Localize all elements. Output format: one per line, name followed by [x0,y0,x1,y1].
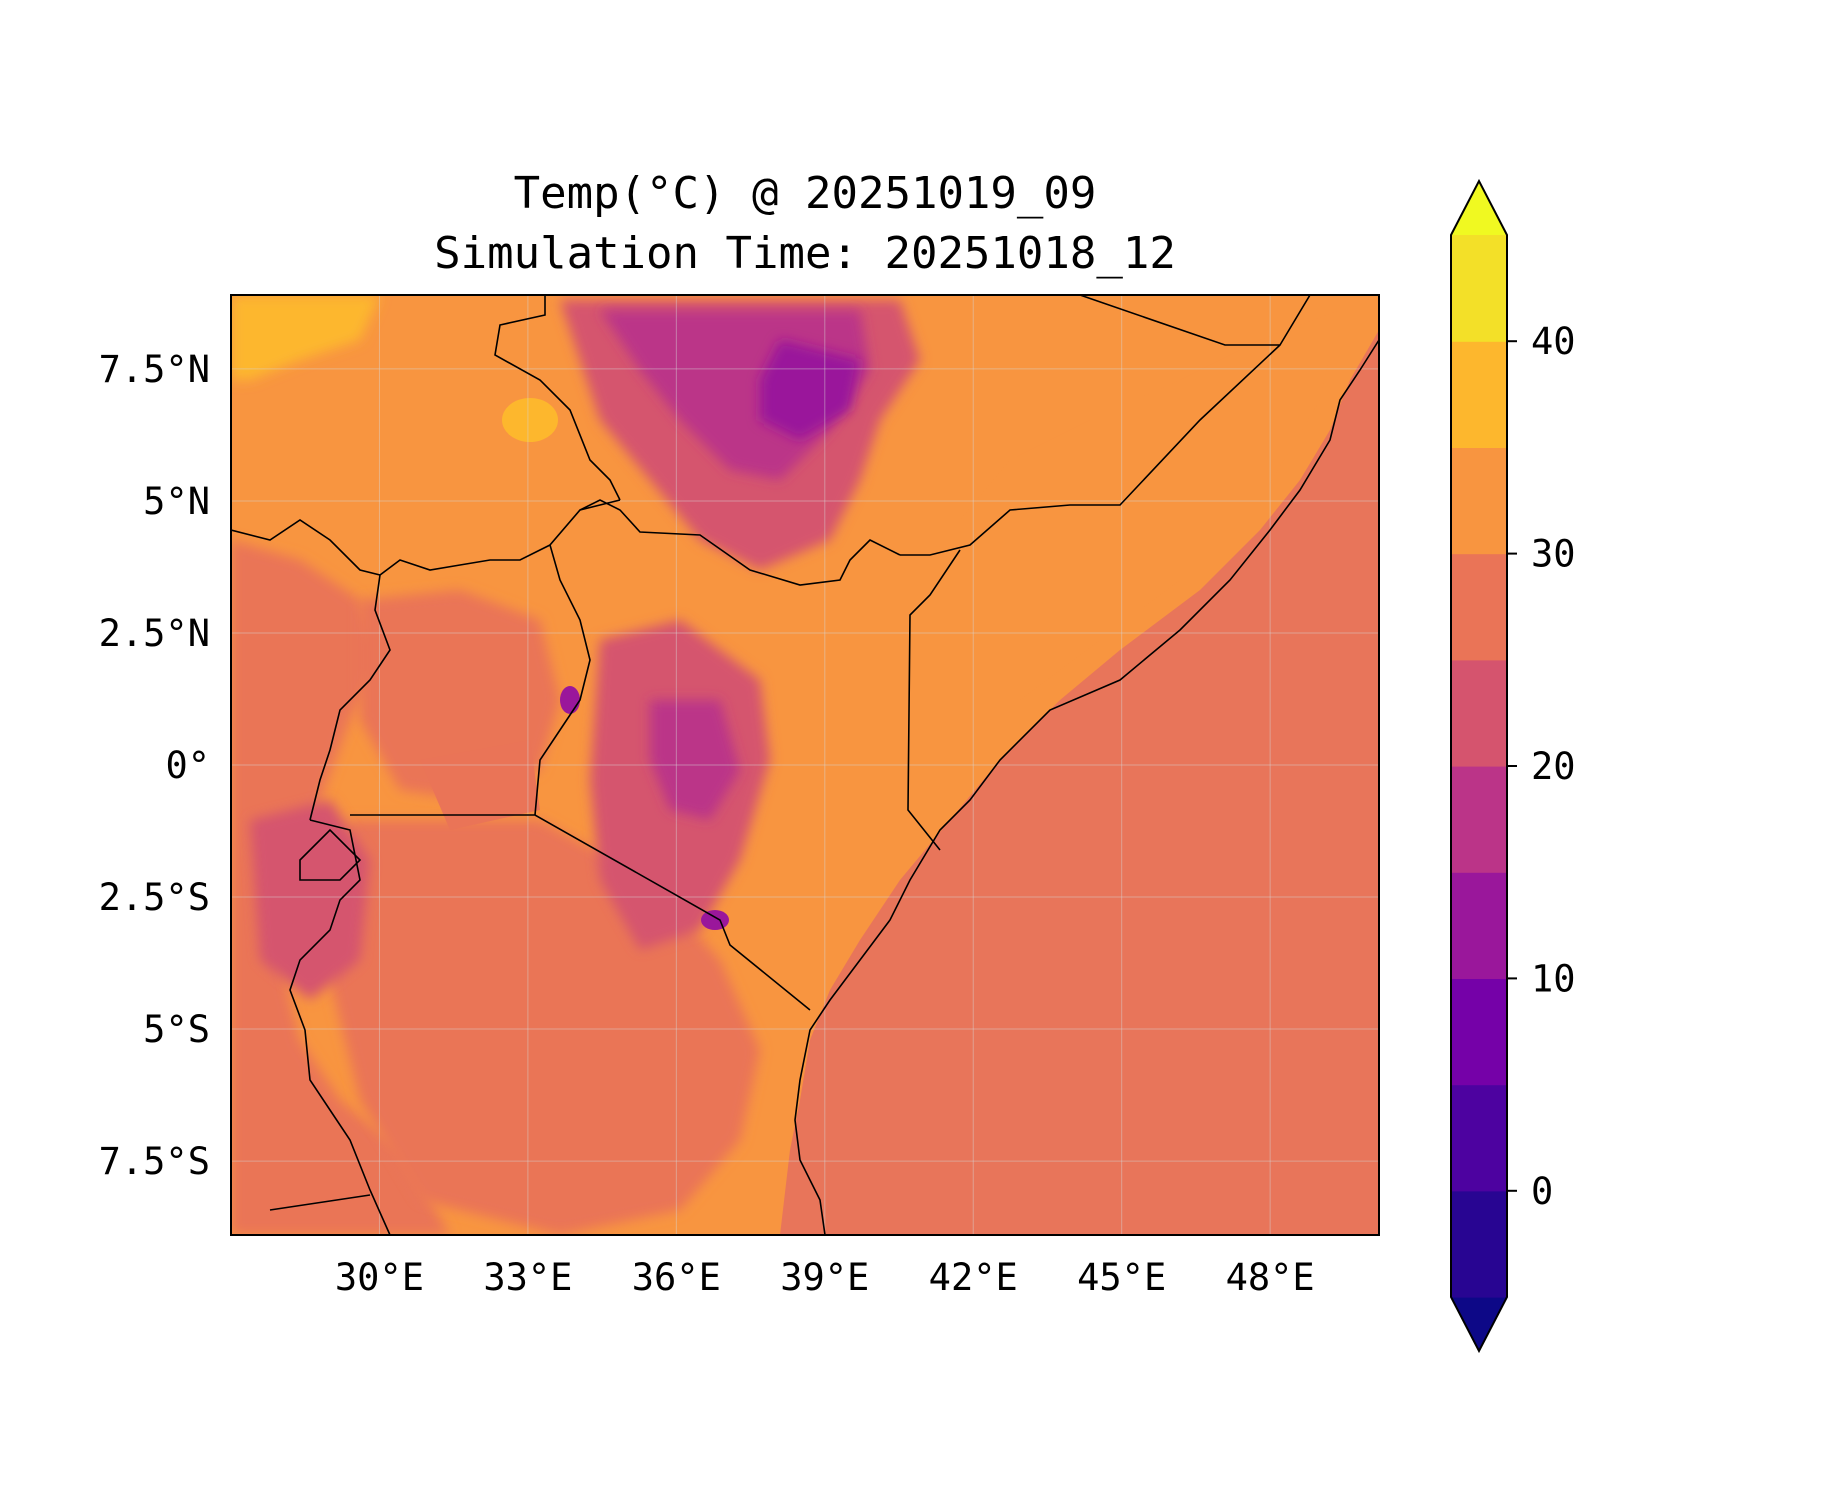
map-title-line1: Temp(°C) @ 20251019_09 [514,168,1097,219]
rwanda-highlands-cool [250,800,370,1000]
colorbar-bin [1451,659,1507,767]
colorbar-bin [1451,341,1507,448]
colorbar-bin [1451,235,1507,342]
kilimanjaro-cold-spot [701,910,729,930]
border-uganda-southsudan [379,544,551,576]
x-tick-label: 42°E [929,1256,1018,1299]
x-tick-labels: 30°E 33°E 36°E 39°E 42°E 45°E 48°E [335,1256,1315,1299]
kenya-highlands-cold [650,700,740,820]
coastline [794,339,1379,1235]
border-uganda-drc [309,574,391,821]
country-borders [231,295,1379,1235]
map-panel [231,295,1379,1235]
y-tick-label: 2.5°N [99,612,210,655]
x-tick-label: 30°E [335,1256,424,1299]
border-kenya-uganda [534,499,621,816]
colorbar-bin [1451,1190,1507,1298]
border-tanzania-south [269,1194,371,1211]
border-rwanda-burundi [289,819,391,1235]
colorbar-bin [1451,766,1507,873]
border-rwanda-inner [299,828,362,881]
y-tick-label: 0° [165,744,210,787]
somalia-warm-region [960,310,1340,720]
ethiopia-highlands-cold [760,340,860,440]
y-tick-label: 5°S [143,1008,210,1051]
map-frame [230,294,1380,1236]
y-tick-label: 2.5°S [99,876,210,919]
x-tick-label: 48°E [1226,1256,1315,1299]
colorbar-tick-label: 0 [1531,1170,1553,1213]
west-mild-region [231,540,450,1235]
border-kenya-somalia [907,549,961,851]
border-ethiopia-kenya [579,499,901,586]
lake-region [420,740,540,830]
border-somalia-west [900,344,1281,556]
elgon-cold-spot [560,686,580,714]
colorbar-tick-label: 20 [1531,745,1576,788]
y-tick-label: 7.5°N [99,348,210,391]
x-tick-label: 39°E [780,1256,869,1299]
colorbar-bin [1451,1084,1507,1192]
y-tick-label: 5°N [143,480,210,523]
colorbar-extend-low [1451,1297,1507,1351]
sudan-hot-spot [502,398,558,442]
border-southsudan-ethiopia [494,295,621,501]
colorbar-tick-label: 10 [1531,957,1576,1000]
x-tick-label: 36°E [632,1256,721,1299]
colorbar-extend-high [1451,181,1507,235]
colorbar-bin [1451,872,1507,979]
border-tanzania-north [350,814,811,1011]
colorbar-tick-label: 30 [1531,533,1576,576]
northwest-hot-region [231,295,380,380]
border-southsudan-drc [231,519,381,576]
colorbar-bin [1451,978,1507,1086]
border-ethiopia-somalia [1079,295,1311,346]
y-tick-label: 7.5°S [99,1140,210,1183]
y-tick-labels: 7.5°N 5°N 2.5°N 0° 2.5°S 5°S 7.5°S [99,348,210,1183]
colorbar-bin [1451,447,1507,555]
x-tick-label: 45°E [1077,1256,1166,1299]
map-title-line2: Simulation Time: 20251018_12 [434,228,1176,279]
colorbar-tick-label: 40 [1531,320,1576,363]
colorbar-outline [1450,178,1508,1354]
colorbar: 0 10 20 30 40 [1450,178,1576,1354]
colorbar-bin [1451,553,1507,661]
x-tick-label: 33°E [483,1256,572,1299]
map-gridlines [231,295,1379,1235]
